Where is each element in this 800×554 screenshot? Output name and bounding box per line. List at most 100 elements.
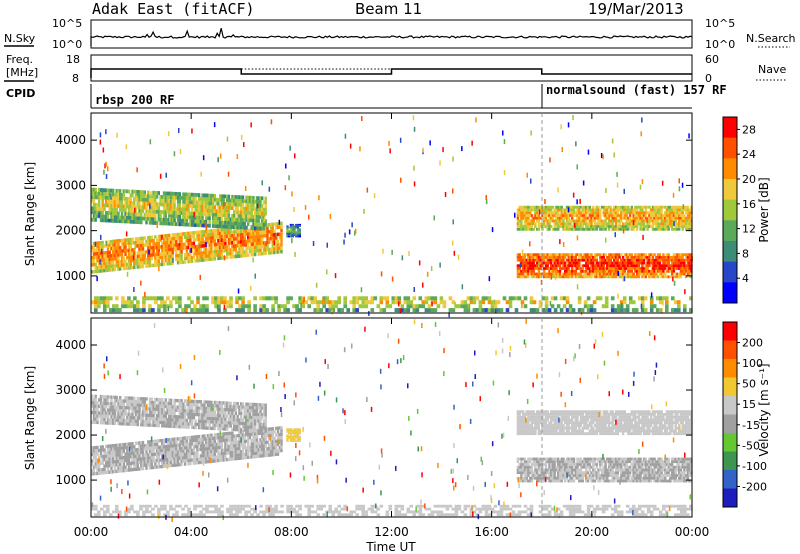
data-cell xyxy=(606,267,609,270)
data-cell xyxy=(662,267,665,270)
data-cell xyxy=(656,253,660,257)
data-cell xyxy=(261,434,264,438)
data-cell xyxy=(143,201,146,206)
data-cell xyxy=(108,211,111,215)
data-cell xyxy=(154,198,157,203)
data-cell xyxy=(248,232,252,236)
data-cell xyxy=(203,233,206,237)
data-cell xyxy=(278,243,281,247)
data-cell xyxy=(201,437,204,442)
data-cell xyxy=(485,199,488,205)
data-cell xyxy=(558,269,562,273)
data-cell xyxy=(616,211,619,215)
data-cell xyxy=(640,131,642,137)
data-cell xyxy=(210,201,213,206)
data-cell xyxy=(595,272,598,276)
data-cell xyxy=(138,240,141,244)
data-cell xyxy=(523,225,527,228)
data-cell xyxy=(220,224,224,229)
data-cell xyxy=(581,227,584,231)
data-cell xyxy=(588,261,591,265)
data-cell xyxy=(227,234,231,238)
data-cell xyxy=(140,205,143,210)
data-cell xyxy=(155,259,159,264)
data-cell xyxy=(233,233,236,238)
data-cell xyxy=(653,208,656,212)
data-cell xyxy=(154,202,157,206)
data-cell xyxy=(681,216,684,220)
data-cell xyxy=(548,267,551,270)
data-cell xyxy=(185,436,189,440)
data-cell xyxy=(174,246,176,252)
data-cell xyxy=(536,275,539,279)
data-cell xyxy=(126,204,129,209)
data-cell xyxy=(101,404,104,409)
data-cell xyxy=(655,211,658,215)
data-cell xyxy=(215,442,218,447)
data-cell xyxy=(406,308,411,313)
data-cell xyxy=(532,253,535,257)
data-cell xyxy=(532,275,535,279)
data-cell xyxy=(108,454,111,458)
data-cell xyxy=(163,308,167,313)
data-cell xyxy=(487,300,492,305)
data-cell xyxy=(669,205,672,209)
data-cell xyxy=(602,214,605,217)
data-cell xyxy=(606,225,609,228)
data-cell xyxy=(110,444,113,448)
data-cell xyxy=(236,450,239,454)
data-cell xyxy=(269,222,273,227)
data-cell xyxy=(276,439,280,443)
data-cell xyxy=(288,175,290,181)
data-cell xyxy=(101,421,104,425)
data-cell xyxy=(236,154,239,160)
data-cell xyxy=(145,453,148,457)
data-cell xyxy=(150,443,153,447)
data-cell xyxy=(122,443,125,447)
data-cell xyxy=(203,247,206,252)
data-cell xyxy=(683,219,686,223)
data-cell xyxy=(98,461,101,466)
data-cell xyxy=(412,304,417,309)
data-cell xyxy=(607,264,611,268)
data-cell xyxy=(600,153,603,158)
data-cell xyxy=(592,219,595,223)
data-cell xyxy=(197,234,201,238)
data-cell xyxy=(91,187,94,192)
nave-tick-bottom: 0 xyxy=(705,72,712,85)
data-cell xyxy=(623,225,626,228)
data-cell xyxy=(169,237,173,241)
data-cell xyxy=(122,256,125,260)
data-cell xyxy=(628,264,632,268)
data-cell xyxy=(212,209,215,213)
data-cell xyxy=(676,256,679,259)
data-cell xyxy=(240,430,243,434)
data-cell xyxy=(175,250,178,255)
data-cell xyxy=(183,222,187,227)
data-cell xyxy=(618,222,621,226)
data-cell xyxy=(180,436,183,441)
data-cell xyxy=(678,205,681,209)
data-cell xyxy=(205,242,207,247)
data-cell xyxy=(238,456,241,460)
data-cell xyxy=(620,216,623,220)
data-cell xyxy=(224,451,227,455)
data-cell xyxy=(91,199,94,203)
data-cell xyxy=(103,244,106,248)
data-cell xyxy=(247,242,250,247)
data-cell xyxy=(98,269,101,273)
data-cell xyxy=(127,252,131,256)
data-cell xyxy=(217,201,220,206)
data-cell xyxy=(269,437,273,441)
data-cell xyxy=(160,300,164,305)
data-cell xyxy=(664,225,667,228)
data-cell xyxy=(154,213,157,218)
data-cell xyxy=(169,206,173,211)
data-cell xyxy=(116,132,118,138)
data-cell xyxy=(595,258,598,262)
data-cell xyxy=(394,300,399,305)
data-cell xyxy=(686,264,690,268)
data-cell xyxy=(220,217,224,221)
data-cell xyxy=(261,215,264,220)
data-cell xyxy=(625,214,628,217)
